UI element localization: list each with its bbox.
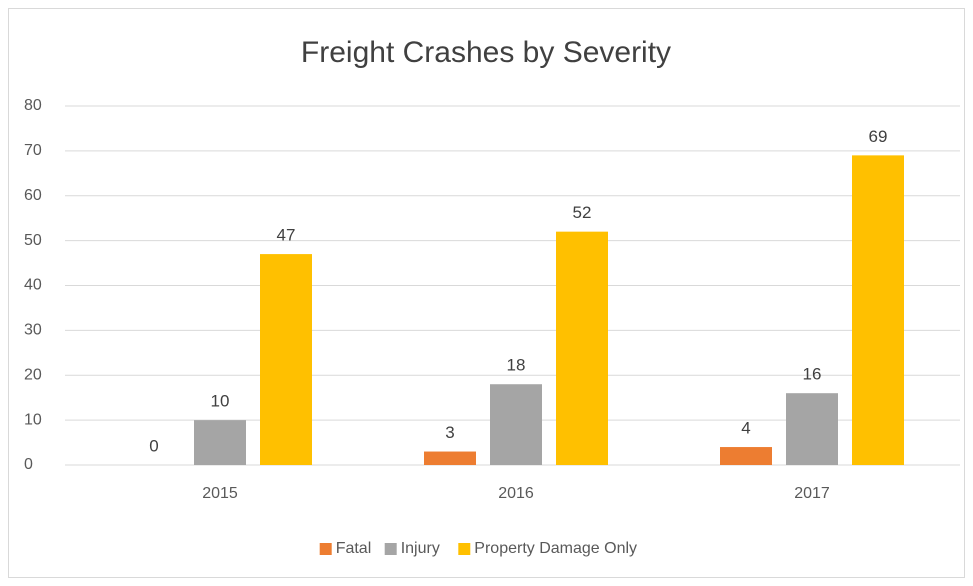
data-label: 3: [445, 423, 454, 442]
legend-swatch: [319, 543, 332, 555]
bar: [490, 384, 542, 465]
x-tick-label: 2016: [498, 485, 534, 502]
x-tick-label: 2015: [202, 485, 238, 502]
legend-swatch: [384, 543, 397, 555]
legend-label: Property Damage Only: [474, 540, 637, 557]
bar: [556, 231, 608, 465]
y-tick-label: 60: [24, 187, 42, 204]
chart-title: Freight Crashes by Severity: [301, 36, 671, 69]
data-label: 47: [277, 226, 296, 245]
y-tick-label: 70: [24, 142, 42, 159]
y-tick-label: 80: [24, 97, 42, 114]
legend-label: Fatal: [336, 540, 372, 557]
y-tick-label: 0: [24, 456, 33, 473]
bar: [260, 254, 312, 465]
y-tick-label: 40: [24, 277, 42, 294]
data-label: 18: [507, 356, 526, 375]
x-tick-label: 2017: [794, 485, 830, 502]
legend-label: Injury: [401, 540, 440, 557]
bar: [852, 155, 904, 466]
legend-swatch: [458, 543, 471, 555]
data-label: 16: [803, 365, 822, 384]
data-label: 69: [869, 127, 888, 146]
bar: [786, 393, 838, 465]
y-tick-label: 20: [24, 366, 42, 383]
bar: [194, 420, 246, 465]
bar: [720, 447, 772, 465]
data-label: 0: [149, 436, 158, 455]
y-tick-label: 50: [24, 232, 42, 249]
y-tick-label: 30: [24, 322, 42, 339]
data-label: 10: [211, 392, 230, 411]
bar: [424, 451, 476, 465]
y-tick-label: 10: [24, 411, 42, 428]
data-label: 52: [573, 203, 592, 222]
chart-border: [8, 8, 965, 578]
data-label: 4: [741, 419, 750, 438]
